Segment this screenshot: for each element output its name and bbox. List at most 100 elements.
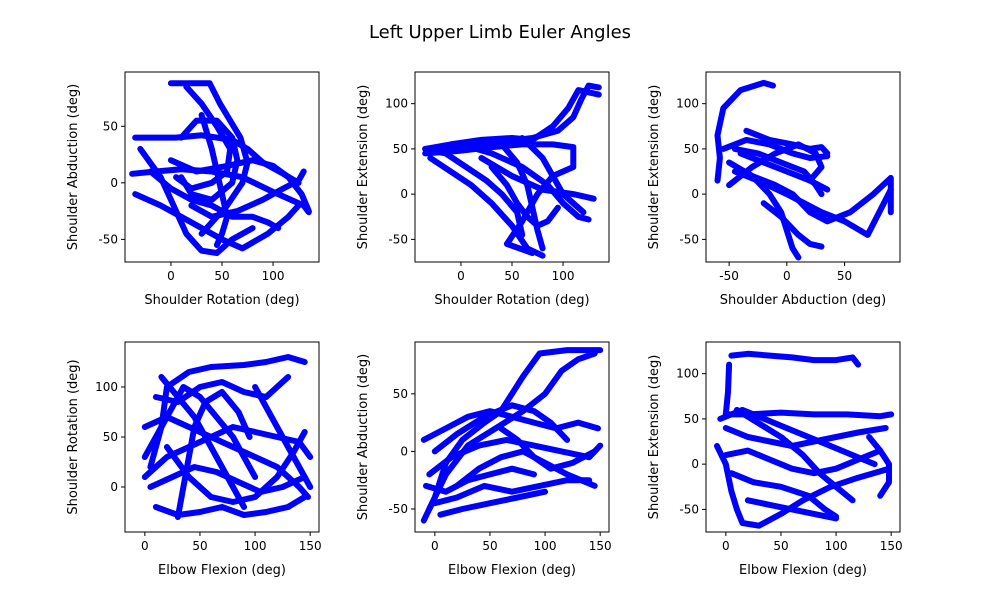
y-tick-label: 0 [400,444,408,458]
x-axis-label: Elbow Flexion (deg) [158,563,286,578]
data-trace-5 [132,191,302,252]
scatter-points [714,350,895,529]
data-trace-10 [198,112,231,248]
y-tick-label: 50 [393,387,408,401]
data-trace-9 [866,434,892,499]
x-tick-label: 100 [244,539,267,553]
data-trace-10 [722,447,884,477]
y-tick-label: -50 [388,232,408,246]
data-trace-8 [437,82,602,152]
x-tick-label: 100 [552,269,575,283]
figure-title: Left Upper Limb Euler Angles [369,22,631,43]
y-tick-label: -50 [679,232,699,246]
y-tick-label: -50 [388,502,408,516]
y-tick-label: 50 [103,119,118,133]
data-trace-6 [498,141,546,252]
x-tick-label: 50 [192,539,207,553]
data-trace-1 [714,79,776,184]
y-axis-label: Shoulder Extension (deg) [356,85,371,250]
x-axis-label: Shoulder Rotation (deg) [144,293,299,308]
y-tick-label: 0 [691,187,699,201]
data-trace-8 [744,497,840,522]
x-tick-label: 0 [722,539,730,553]
subplot-grid: 0 50 100 -50 0 50 Shoulder Rotation (deg) Shoul… [66,71,903,578]
x-tick-label: 50 [482,539,497,553]
x-tick-label: 150 [880,539,903,553]
y-axis-label: Shoulder Abduction (deg) [356,354,371,521]
data-trace-5 [478,155,597,202]
subplot-3: -50 0 50 -50 0 50 100 Shoulder Abduction (deg) S… [647,71,901,308]
data-trace-1 [147,354,308,470]
subplot-1: 0 50 100 -50 0 50 Shoulder Rotation (deg) Shoul… [66,71,320,308]
subplot-6: 0 50 100 150 -50 0 50 100 Elbow Flexion (deg) Sho… [647,341,903,578]
y-tick-label: 100 [385,97,408,111]
y-tick-label: 50 [103,430,118,444]
x-tick-label: 50 [837,269,852,283]
data-trace-8 [188,168,307,220]
data-trace-9 [760,200,825,250]
data-trace-2 [173,83,234,192]
axes-frame [414,341,610,533]
data-trace-9 [423,465,537,495]
x-tick-label: 0 [167,269,175,283]
y-tick-label: 100 [676,97,699,111]
axes-frame [705,71,901,263]
y-axis-label: Shoulder Rotation (deg) [66,359,81,514]
data-trace-3 [714,443,892,529]
data-trace-9 [167,157,312,215]
subplot-2: 0 50 100 -50 0 50 100 Shoulder Rotation (deg) Sh… [356,71,610,308]
data-trace-7 [519,135,587,216]
y-tick-label: 0 [110,480,118,494]
y-tick-label: 0 [110,176,118,190]
y-tick-label: 0 [691,457,699,471]
x-tick-label: 100 [534,539,557,553]
x-tick-label: 0 [783,269,791,283]
y-axis-label: Shoulder Extension (deg) [647,355,662,520]
data-trace-3 [152,494,308,518]
y-tick-label: 0 [400,187,408,201]
data-trace-8 [174,389,253,520]
x-tick-label: 0 [141,539,149,553]
x-axis-label: Elbow Flexion (deg) [448,563,576,578]
subplot-4: 0 50 100 150 0 50 100 Elbow Flexion (deg) Should… [66,341,322,578]
x-tick-label: 50 [504,269,519,283]
y-tick-label: -50 [98,232,118,246]
data-trace-10 [731,145,825,198]
data-trace-9 [488,164,561,229]
data-trace-11 [163,429,308,505]
y-tick-label: 50 [684,412,699,426]
data-trace-10 [498,425,598,472]
y-axis-label: Shoulder Extension (deg) [647,85,662,250]
x-axis-label: Elbow Flexion (deg) [739,563,867,578]
scatter-points [422,82,602,259]
data-trace-7 [141,414,311,500]
y-tick-label: 100 [676,367,699,381]
x-tick-label: 0 [431,539,439,553]
data-trace-5 [431,402,571,455]
x-tick-label: 50 [214,269,229,283]
data-trace-11 [147,168,282,232]
x-tick-label: 100 [825,539,848,553]
data-trace-3 [427,155,546,259]
y-tick-label: -50 [679,502,699,516]
data-trace-4 [722,425,889,449]
x-tick-label: 150 [589,539,612,553]
y-tick-label: 50 [393,142,408,156]
scatter-points [420,347,604,524]
data-trace-8 [453,448,598,489]
x-tick-label: 50 [773,539,788,553]
x-tick-label: 150 [299,539,322,553]
y-tick-label: 100 [95,380,118,394]
data-trace-10 [422,145,526,238]
data-trace-2 [722,361,895,420]
data-trace-10 [152,374,292,405]
subplot-5: 0 50 100 150 -50 0 50 Elbow Flexion (deg) Should… [356,341,612,578]
data-trace-4 [457,141,592,223]
data-trace-7 [717,406,878,468]
x-tick-label: -50 [719,269,739,283]
axes-frame [705,341,901,533]
data-trace-9 [252,384,314,490]
y-axis-label: Shoulder Abduction (deg) [66,84,81,251]
y-tick-label: 50 [684,142,699,156]
